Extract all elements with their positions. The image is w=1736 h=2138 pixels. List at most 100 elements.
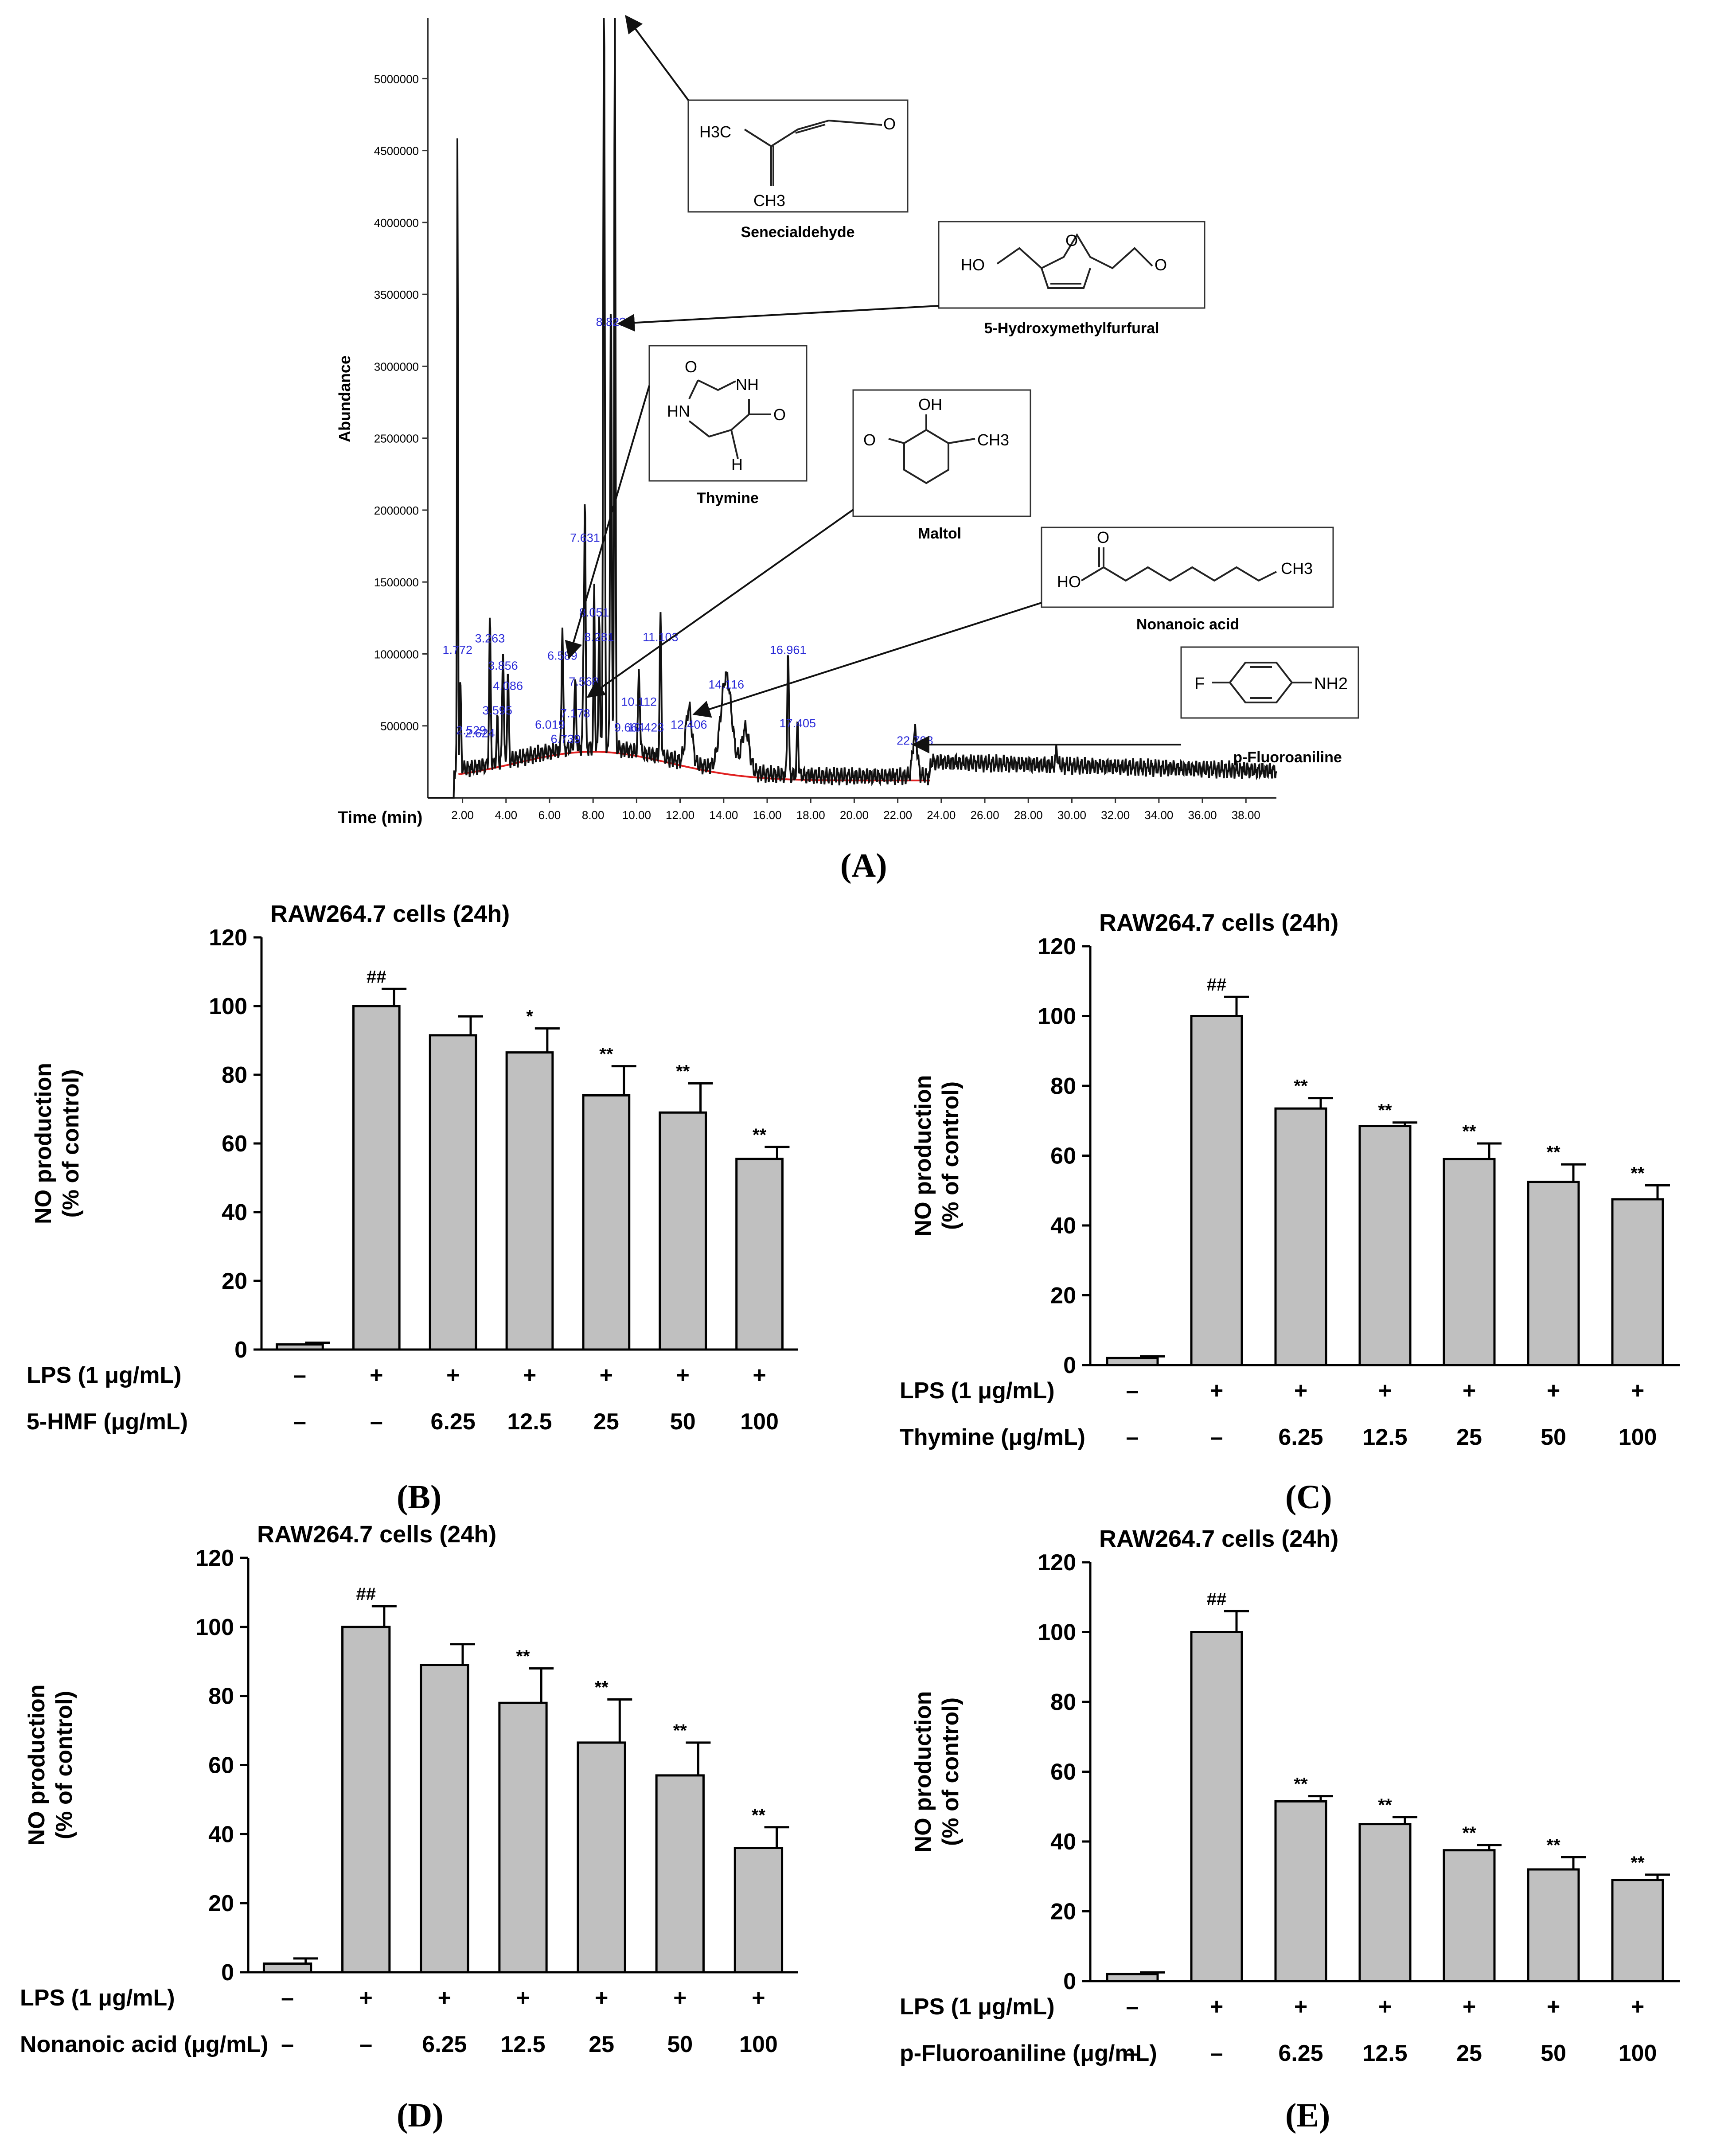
atom-label: HO — [961, 256, 985, 274]
x-tick-label: 14.00 — [709, 808, 738, 822]
dose-cell: 25 — [1456, 2040, 1482, 2066]
significance-mark: ## — [1207, 975, 1227, 995]
compound-name: Thymine — [697, 490, 759, 507]
lps-row-label: LPS (1 μg/mL) — [20, 1985, 175, 2011]
x-tick-label: 10.00 — [622, 808, 651, 822]
bar — [1527, 1868, 1580, 1982]
x-tick-label: 36.00 — [1188, 808, 1217, 822]
lps-cell: + — [370, 1362, 383, 1388]
y-axis-label: (% of control) — [51, 1691, 77, 1839]
bar — [1527, 1181, 1580, 1366]
lps-cell: + — [1378, 1378, 1392, 1404]
bar — [1190, 1631, 1243, 1982]
x-tick-label: 28.00 — [1014, 808, 1043, 822]
y-tick-label: 0 — [1063, 1353, 1076, 1378]
significance-mark: ** — [752, 1806, 766, 1825]
lps-cell: + — [359, 1985, 373, 2011]
peak-label: 1.772 — [442, 643, 472, 656]
atom-label: O — [1155, 256, 1167, 274]
lps-cell: + — [516, 1985, 530, 2011]
y-tick-label: 80 — [1050, 1689, 1076, 1715]
y-tick-label: 3000000 — [374, 360, 419, 373]
x-tick-label: 4.00 — [495, 808, 517, 822]
dose-cell: 25 — [1456, 1424, 1482, 1450]
dose-cell: 12.5 — [1362, 2040, 1407, 2066]
y-axis-label: (% of control) — [938, 1081, 964, 1230]
atom-label: O — [1097, 528, 1109, 546]
lps-cell: + — [1631, 1994, 1644, 2020]
dose-cell: 12.5 — [500, 2032, 545, 2057]
significance-mark: ** — [1294, 1775, 1308, 1794]
bar — [1358, 1823, 1412, 1982]
significance-mark: ** — [1546, 1835, 1560, 1855]
significance-mark: ** — [1631, 1163, 1645, 1183]
dose-cell: 6.25 — [1278, 1424, 1323, 1450]
chromatogram-chart: 500000 1000000 1500000 2000000 2500000 300000… — [335, 15, 1359, 827]
bar — [582, 1094, 631, 1351]
x-tick-label: 6.00 — [538, 808, 561, 822]
dose-row-label: Nonanoic acid (μg/mL) — [20, 2032, 269, 2057]
lps-cell: + — [1463, 1994, 1476, 2020]
lps-cell: + — [1210, 1378, 1223, 1404]
y-tick-label: 2500000 — [374, 432, 419, 445]
y-tick-label: 40 — [1050, 1213, 1076, 1239]
y-axis-label: NO production — [31, 1063, 56, 1224]
lps-cell: – — [1126, 1994, 1139, 2020]
compound-5-hydroxymethylfurfural: HO O O 5-Hydroxymethylfurfural — [938, 221, 1205, 337]
bar — [352, 1005, 401, 1351]
peak-label: 2.529 — [456, 724, 486, 737]
significance-mark: ** — [1631, 1853, 1645, 1873]
chart-title: RAW264.7 cells (24h) — [270, 901, 510, 927]
peak-label: 7.178 — [560, 706, 590, 720]
peak-label: 8.281 — [584, 630, 614, 644]
peak-label: 14.116 — [708, 678, 744, 691]
significance-mark: ** — [673, 1721, 687, 1740]
bar — [1611, 1198, 1664, 1366]
peak-label: 7.568 — [569, 675, 599, 688]
bar — [1274, 1800, 1327, 1982]
bar-chart-5-hmf: RAW264.7 cells (24h) NO production (% of c… — [27, 901, 798, 1435]
bar — [1106, 1357, 1159, 1366]
y-tick-label: 20 — [222, 1268, 247, 1294]
chromatogram-trace — [428, 17, 1277, 799]
y-tick-label: 40 — [208, 1822, 234, 1847]
arrow — [586, 509, 854, 698]
chromatogram-xlabel: Time (min) — [338, 808, 422, 827]
y-tick-label: 4500000 — [374, 144, 419, 158]
y-tick-label: 120 — [209, 925, 247, 951]
chromatogram-ticks: 500000 1000000 1500000 2000000 2500000 300000… — [374, 72, 1260, 822]
y-tick-label: 1500000 — [374, 576, 419, 589]
compound-senecialdehyde: H3C CH3 O Senecialdehyde — [687, 99, 909, 241]
significance-mark: ** — [1294, 1077, 1308, 1096]
compound-p-fluoroaniline: F NH2 p-Fluoroaniline — [1180, 646, 1359, 766]
lps-cell: + — [523, 1362, 536, 1388]
y-tick-label: 20 — [1050, 1283, 1076, 1309]
compound-maltol: OH O CH3 Maltol — [852, 389, 1031, 542]
bar — [1106, 1973, 1159, 1982]
chart-title: RAW264.7 cells (24h) — [1099, 1525, 1338, 1552]
atom-label: NH2 — [1314, 675, 1348, 693]
dose-cell: 100 — [739, 2032, 778, 2057]
lps-row-label: LPS (1 μg/mL) — [900, 1994, 1055, 2020]
bar — [341, 1626, 391, 1974]
dose-cell: 100 — [740, 1409, 779, 1435]
atom-label: H3C — [699, 123, 731, 141]
dose-cell: – — [1126, 1424, 1139, 1450]
bar — [1190, 1015, 1243, 1366]
dose-cell: – — [1126, 2040, 1139, 2066]
lps-row-label: LPS (1 μg/mL) — [27, 1362, 182, 1388]
atom-label: O — [863, 431, 876, 449]
significance-mark: ** — [516, 1646, 530, 1666]
compound-name: 5-Hydroxymethylfurfural — [984, 320, 1159, 337]
dose-cell: – — [281, 2032, 294, 2057]
lps-cell: + — [1378, 1994, 1392, 2020]
x-tick-label: 32.00 — [1101, 808, 1130, 822]
chart-title: RAW264.7 cells (24h) — [257, 1521, 496, 1548]
atom-label: CH3 — [753, 191, 785, 210]
y-tick-label: 40 — [222, 1200, 247, 1225]
y-tick-label: 80 — [222, 1062, 247, 1088]
panel-label-d: (D) — [397, 2097, 444, 2134]
chromatogram-ylabel: Abundance — [335, 355, 354, 442]
arrow — [625, 15, 689, 101]
x-tick-label: 38.00 — [1232, 808, 1260, 822]
